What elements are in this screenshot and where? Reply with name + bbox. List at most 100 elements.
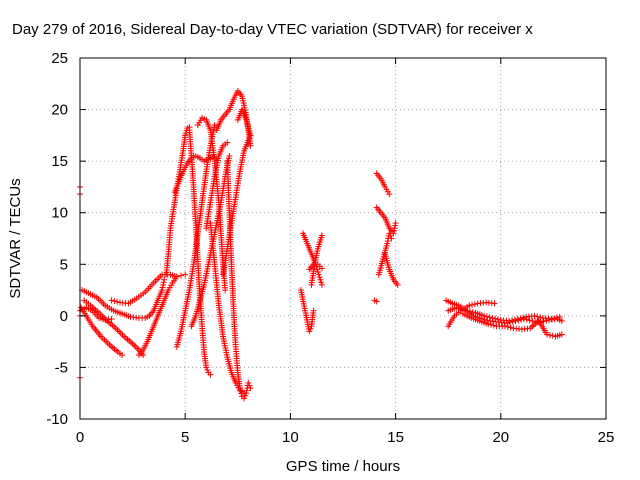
data-point (537, 319, 544, 326)
data-point (386, 191, 393, 198)
data-point (245, 137, 252, 144)
x-tick-label: 20 (492, 429, 509, 446)
trace-marker (387, 232, 394, 239)
y-tick-label: 0 (60, 308, 68, 325)
data-point (173, 273, 180, 280)
trace-marker (384, 238, 391, 245)
data-point (384, 240, 391, 247)
data-point (318, 265, 325, 272)
data-point (224, 139, 231, 146)
data-point (310, 307, 317, 314)
data-point (177, 272, 184, 279)
x-tick-label: 15 (387, 429, 404, 446)
data-point (544, 331, 551, 338)
trace-marker (315, 269, 322, 276)
data-point (386, 230, 393, 237)
data-point (315, 271, 322, 278)
trace-marker (243, 387, 250, 394)
data-point (520, 315, 527, 322)
trace-marker (318, 279, 325, 286)
data-points (77, 88, 565, 402)
trace-marker (132, 343, 139, 350)
data-point (241, 395, 248, 402)
trace-marker (204, 367, 211, 374)
data-point (108, 315, 115, 322)
trace-marker (487, 321, 494, 328)
y-tick-label: 15 (51, 153, 68, 170)
y-tick-label: -5 (55, 359, 68, 376)
data-point (102, 316, 109, 323)
data-point (211, 122, 218, 129)
y-tick-label: 5 (60, 256, 68, 273)
data-point (491, 300, 498, 307)
data-point (241, 390, 248, 397)
trace-marker (314, 266, 321, 273)
data-point (222, 287, 229, 294)
trace-marker (486, 314, 493, 321)
data-point (247, 385, 254, 392)
data-point (226, 152, 233, 159)
data-point (119, 352, 126, 359)
data-point (558, 331, 565, 338)
trace-marker (237, 387, 244, 394)
trace-marker (490, 322, 497, 329)
data-point (388, 235, 395, 242)
y-tick-label: -10 (46, 411, 68, 428)
data-point (531, 312, 538, 319)
trace-marker (506, 319, 513, 326)
trace-marker (515, 317, 522, 324)
trace-marker (159, 284, 166, 291)
data-point (512, 318, 519, 325)
data-point (161, 276, 168, 283)
y-axis-label: SDTVAR / TECUs (7, 178, 24, 298)
x-tick-label: 0 (76, 429, 84, 446)
trace-marker (534, 313, 541, 320)
trace-marker (540, 318, 547, 325)
trace-marker (391, 225, 398, 232)
trace-marker (504, 323, 511, 330)
data-point (306, 328, 313, 335)
data-point (478, 315, 485, 322)
trace-marker (246, 382, 253, 389)
data-point (182, 271, 189, 278)
trace-marker (114, 298, 121, 305)
x-tick-label: 25 (598, 429, 615, 446)
trace-marker (481, 316, 488, 323)
grid-lines (80, 58, 606, 419)
axis-ticks: 0 5 10 15 20 25 -10 -5 0 5 10 15 20 25 (46, 50, 614, 446)
data-point (159, 287, 166, 294)
data-point (489, 314, 496, 321)
y-tick-label: 20 (51, 102, 68, 119)
trace-marker (160, 281, 167, 288)
trace-marker (317, 276, 324, 283)
y-tick-label: 10 (51, 205, 68, 222)
data-point (558, 318, 565, 325)
trace-marker (242, 392, 249, 399)
trace-marker (523, 316, 530, 323)
trace-marker (307, 325, 314, 332)
trace-marker (316, 274, 323, 281)
data-point (480, 312, 487, 319)
trace-marker (537, 314, 544, 321)
data-point (394, 281, 401, 288)
x-axis-label: GPS time / hours (286, 458, 400, 475)
y-tick-label: 25 (51, 50, 68, 67)
x-tick-label: 10 (282, 429, 299, 446)
data-point (392, 220, 399, 227)
data-point (318, 232, 325, 239)
trace-marker (469, 301, 476, 308)
trace-marker (111, 298, 118, 305)
data-point (504, 320, 511, 327)
data-point (466, 302, 473, 309)
trace-marker (546, 332, 553, 339)
data-point (245, 379, 252, 386)
trace-marker (392, 222, 399, 229)
trace-marker (484, 317, 491, 324)
data-point (318, 281, 325, 288)
trace-marker (105, 316, 112, 323)
data-point (108, 297, 115, 304)
data-point (247, 142, 254, 149)
trace-marker (509, 318, 516, 325)
trace-marker (391, 227, 398, 234)
